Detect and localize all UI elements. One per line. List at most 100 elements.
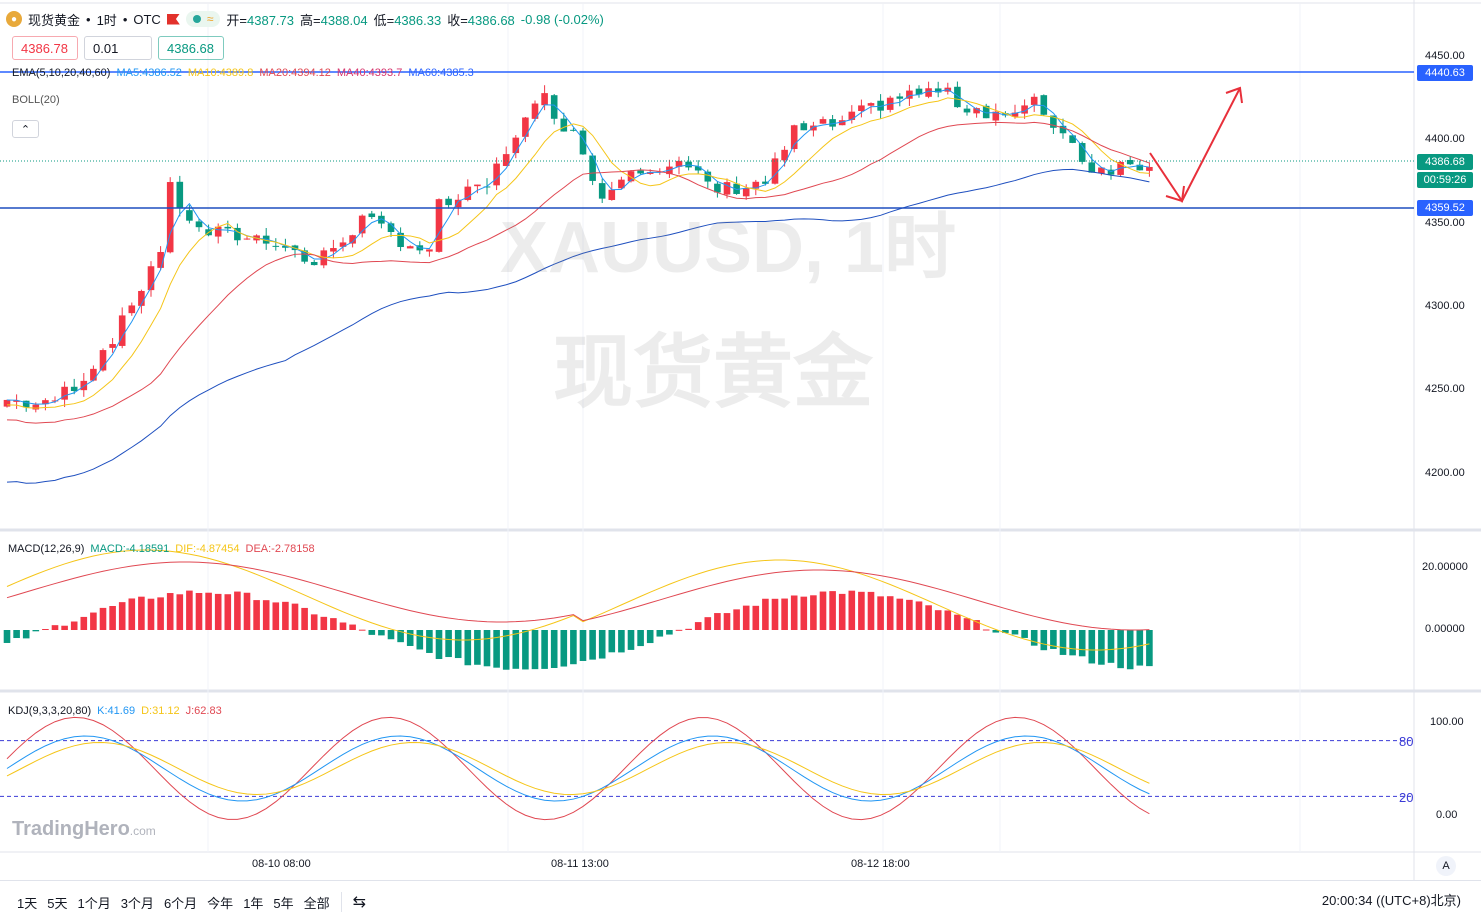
macd-histogram-bar — [522, 630, 529, 670]
dif-value: DIF:-4.87454 — [175, 543, 240, 555]
kdj-level-20: 20 — [1399, 790, 1414, 805]
macd-histogram-bar — [1011, 630, 1019, 635]
candle-body — [1126, 159, 1134, 165]
bottom-toolbar: 1天 5天 1个月 3个月 6个月 今年 1年 5年 全部 ⇆ — [0, 880, 1481, 923]
macd-histogram-bar — [272, 602, 280, 630]
candle-body — [608, 189, 616, 200]
macd-histogram-bar — [838, 593, 846, 630]
candle-body — [1088, 162, 1096, 173]
macd-histogram-bar — [445, 630, 452, 658]
timeframe-all[interactable]: 全部 — [303, 895, 330, 911]
ema-legend[interactable]: EMA(5,10,20,40,60) MA5:4386.52 MA10:4389… — [12, 67, 474, 79]
time-axis-label: 08-12 18:00 — [851, 858, 910, 870]
macd-histogram-bar — [416, 630, 424, 650]
candle-body — [186, 210, 193, 221]
macd-histogram-bar — [1002, 630, 1009, 633]
ohlc-high: 高=4388.04 — [300, 12, 368, 28]
candle-body — [61, 386, 68, 400]
watermark-symbol: XAUUSD, 1时 — [500, 208, 957, 288]
macd-histogram-bar — [368, 630, 376, 635]
timeframe-1m[interactable]: 1个月 — [77, 895, 111, 911]
sell-price-button[interactable]: 4386.78 — [12, 36, 78, 60]
separator-dot: • — [122, 11, 128, 27]
kdj-legend[interactable]: KDJ(9,3,3,20,80) K:41.69 D:31.12 J:62.83 — [8, 705, 222, 717]
macd-histogram-bar — [464, 630, 472, 666]
candle-body — [848, 111, 856, 120]
d-value: D:31.12 — [141, 705, 180, 717]
candle-body — [992, 111, 1000, 121]
candle-body — [310, 261, 318, 266]
macd-histogram-bar — [483, 630, 491, 667]
candle-body — [378, 215, 385, 224]
candle-body — [51, 400, 59, 402]
macd-histogram-bar — [598, 630, 606, 659]
candle-body — [397, 232, 404, 248]
macd-histogram-bar — [387, 630, 395, 640]
macd-histogram-bar — [1078, 630, 1086, 657]
macd-axis-label: 20.00000 — [1422, 561, 1468, 573]
macd-legend[interactable]: MACD(12,26,9) MACD:-4.18591 DIF:-4.87454… — [8, 543, 315, 555]
time-axis-label: 08-11 13:00 — [551, 858, 609, 870]
timeframe-1d[interactable]: 1天 — [17, 895, 38, 911]
candle-body — [598, 183, 606, 199]
auto-scale-button[interactable]: A — [1436, 856, 1456, 876]
price-axis-label: 4450.00 — [1425, 50, 1465, 62]
flag-icon[interactable] — [166, 13, 180, 25]
macd-histogram-bar — [128, 598, 136, 630]
interval-label[interactable]: 1时 — [96, 12, 117, 28]
macd-histogram-bar — [714, 613, 721, 630]
timezone-clock[interactable]: 20:00:34 ((UTC+8)北京) — [1321, 893, 1461, 908]
collapse-legend-button[interactable]: ⌃ — [12, 120, 39, 138]
timeframe-5y[interactable]: 5年 — [273, 895, 294, 911]
timeframe-1y[interactable]: 1年 — [243, 895, 264, 911]
boll-legend[interactable]: BOLL(20) — [12, 94, 60, 106]
macd-histogram-bar — [493, 630, 500, 668]
candle-body — [176, 181, 184, 209]
ohlc-change: -0.98 (-0.02%) — [520, 11, 604, 27]
macd-histogram-bar — [176, 594, 184, 630]
symbol-name[interactable]: 现货黄金 — [28, 12, 81, 28]
candle-body — [646, 172, 654, 174]
candle-body — [330, 248, 337, 252]
macd-histogram-bar — [886, 596, 894, 630]
timeframe-5d[interactable]: 5天 — [47, 895, 68, 911]
candle-body — [858, 105, 865, 111]
timeframe-ytd[interactable]: 今年 — [207, 895, 234, 911]
macd-histogram-bar — [963, 618, 971, 630]
macd-histogram-bar — [397, 630, 404, 643]
macd-histogram-bar — [618, 630, 625, 653]
date-range-icon[interactable]: ⇆ — [352, 894, 367, 911]
candle-body — [896, 96, 904, 99]
buy-price-button[interactable]: 4386.68 — [158, 36, 224, 60]
candle-body — [1098, 167, 1105, 174]
candle-body — [80, 380, 88, 391]
candle-body — [781, 149, 788, 161]
market-status[interactable]: ≈ — [185, 11, 221, 27]
spread-box[interactable]: 0.01 — [84, 36, 152, 60]
candle-body — [810, 125, 817, 131]
candle-body — [618, 179, 625, 189]
macd-histogram-bar — [1069, 630, 1076, 656]
macd-histogram-bar — [992, 630, 1000, 633]
macd-histogram-bar — [637, 630, 644, 647]
macd-histogram-bar — [694, 622, 702, 630]
k-value: K:41.69 — [97, 705, 136, 717]
timeframe-3m[interactable]: 3个月 — [120, 895, 154, 911]
macd-histogram-bar — [22, 630, 30, 639]
candle-body — [1136, 164, 1144, 171]
macd-histogram-bar — [435, 630, 443, 660]
macd-histogram-bar — [570, 630, 577, 665]
timeframe-6m[interactable]: 6个月 — [163, 895, 198, 911]
support-price-tag: 4359.52 — [1417, 200, 1473, 216]
projection-path — [1149, 87, 1241, 203]
macd-histogram-bar — [99, 607, 107, 630]
ma40-value: MA40:4393.7 — [336, 67, 403, 79]
macd-histogram-bar — [790, 595, 798, 630]
macd-histogram-bar — [685, 628, 692, 630]
macd-histogram-bar — [330, 618, 337, 630]
macd-histogram-bar — [147, 598, 155, 630]
macd-histogram-bar — [819, 591, 827, 630]
macd-histogram-bar — [848, 590, 856, 630]
dea-line — [6, 561, 1150, 631]
